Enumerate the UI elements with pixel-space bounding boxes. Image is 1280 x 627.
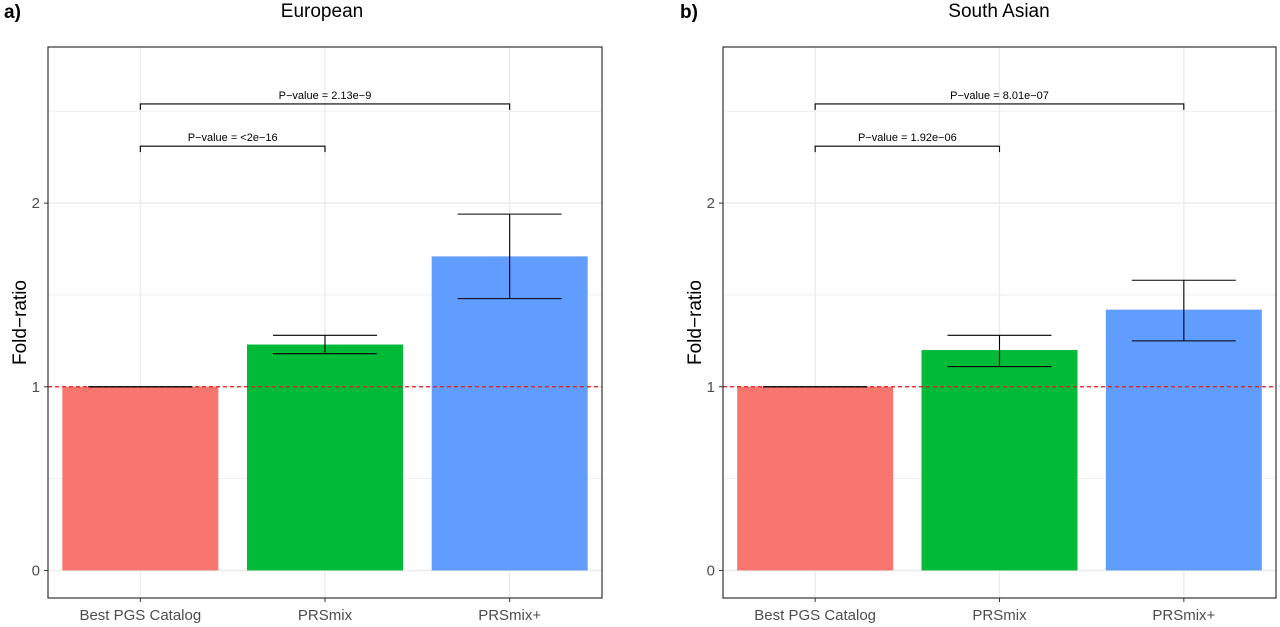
bracket-line: [139, 103, 511, 110]
y-tick-label: 0: [707, 562, 715, 579]
x-tick-label: Best PGS Catalog: [79, 607, 201, 624]
chart-title: South Asian: [948, 1, 1049, 22]
bar-prsmix-: [1105, 309, 1262, 571]
bar-prsmix: [247, 344, 403, 571]
significance-bracket: P−value = 8.01e−07: [814, 90, 1185, 110]
p-value-label: P−value = 8.01e−07: [950, 90, 1049, 102]
y-tick-label: 1: [32, 379, 40, 396]
chart-title: European: [281, 1, 363, 22]
y-axis-title: Fold−ratio: [685, 280, 706, 365]
bracket-line: [814, 145, 1001, 153]
significance-bracket: P−value = 2.13e−9: [139, 90, 511, 110]
bar-prsmix: [921, 350, 1078, 571]
x-tick-label: PRSmix: [298, 607, 353, 624]
x-tick-label: Best PGS Catalog: [754, 607, 876, 624]
p-value-label: P−value = 1.92e−06: [858, 132, 957, 144]
panel-south-asian: P−value = 1.92e−06 P−value = 8.01e−07 0 1 2 B…: [680, 1, 1277, 624]
panel-tag: a): [4, 2, 21, 23]
panel-european: P−value = <2e−16 P−value = 2.13e−9 0 1 2 Best…: [4, 1, 603, 624]
y-tick-label: 2: [32, 195, 40, 212]
y-tick-label: 1: [707, 379, 715, 396]
x-tick-label: PRSmix: [972, 607, 1027, 624]
significance-bracket: P−value = <2e−16: [139, 132, 326, 153]
p-value-label: P−value = <2e−16: [188, 132, 278, 144]
error-bar: [457, 213, 562, 300]
p-value-label: P−value = 2.13e−9: [279, 90, 372, 102]
x-tick-label: PRSmix+: [478, 607, 541, 624]
significance-bracket: P−value = 1.92e−06: [814, 132, 1001, 153]
bar-best-pgs-catalog: [737, 386, 894, 571]
panel-tag: b): [680, 2, 698, 23]
bracket-line: [139, 145, 326, 153]
x-tick-label: PRSmix+: [1152, 607, 1215, 624]
y-tick-label: 2: [707, 195, 715, 212]
error-bar: [273, 334, 377, 355]
y-tick-label: 0: [32, 562, 40, 579]
bar-best-pgs-catalog: [62, 386, 219, 571]
error-bar: [1131, 279, 1236, 342]
bar-prsmix-: [431, 256, 588, 571]
error-bar: [947, 334, 1052, 368]
y-axis-title: Fold−ratio: [10, 280, 31, 365]
bracket-line: [814, 103, 1185, 110]
